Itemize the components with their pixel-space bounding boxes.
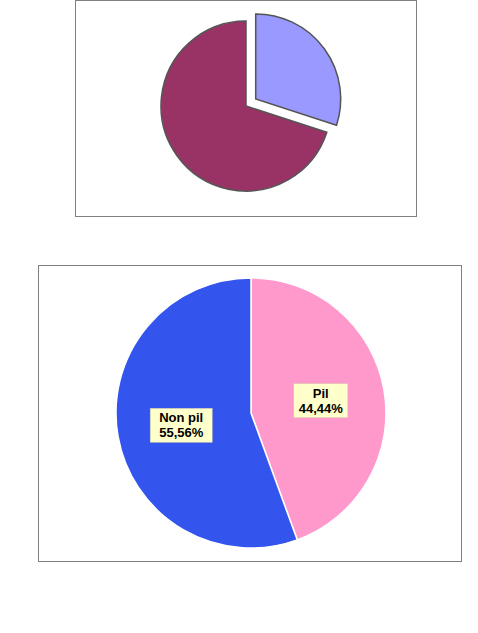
svg-text:Pil44,44%: Pil44,44% [299, 386, 344, 416]
svg-text:Non pil55,56%: Non pil55,56% [159, 410, 204, 440]
